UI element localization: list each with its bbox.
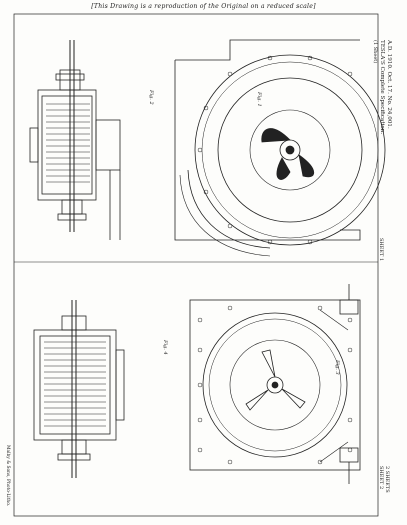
- fig3-front-view: [189, 284, 361, 484]
- fig1-front-view: [174, 39, 386, 257]
- reproduction-caption: [This Drawing is a reproduction of the O…: [91, 3, 316, 10]
- fig2-side-view: [29, 40, 121, 240]
- imprint: Malby & Sons, Photo-Litho.: [5, 445, 10, 507]
- header-line-2: TESLA'S Complete Specification.: [379, 40, 385, 135]
- fig3-label: Fig. 3: [334, 360, 340, 375]
- outer-frame: [13, 13, 379, 517]
- fig1-label: Fig. 1: [256, 92, 262, 107]
- fig2-label: Fig. 2: [148, 90, 154, 105]
- fig4-side-view: [33, 300, 125, 478]
- fig4-label: Fig. 4: [162, 340, 168, 355]
- sheet-label-bottom: 2 SHEETS: [384, 466, 390, 493]
- sheet-label-top: SHEET 1: [378, 238, 384, 262]
- sheet-label-bottom-2: SHEET 2: [378, 466, 384, 490]
- header-line-1: A.D. 1910. Oct. 17. No. 24,001.: [386, 40, 392, 129]
- header-line-3: (1 Sheet): [372, 40, 378, 64]
